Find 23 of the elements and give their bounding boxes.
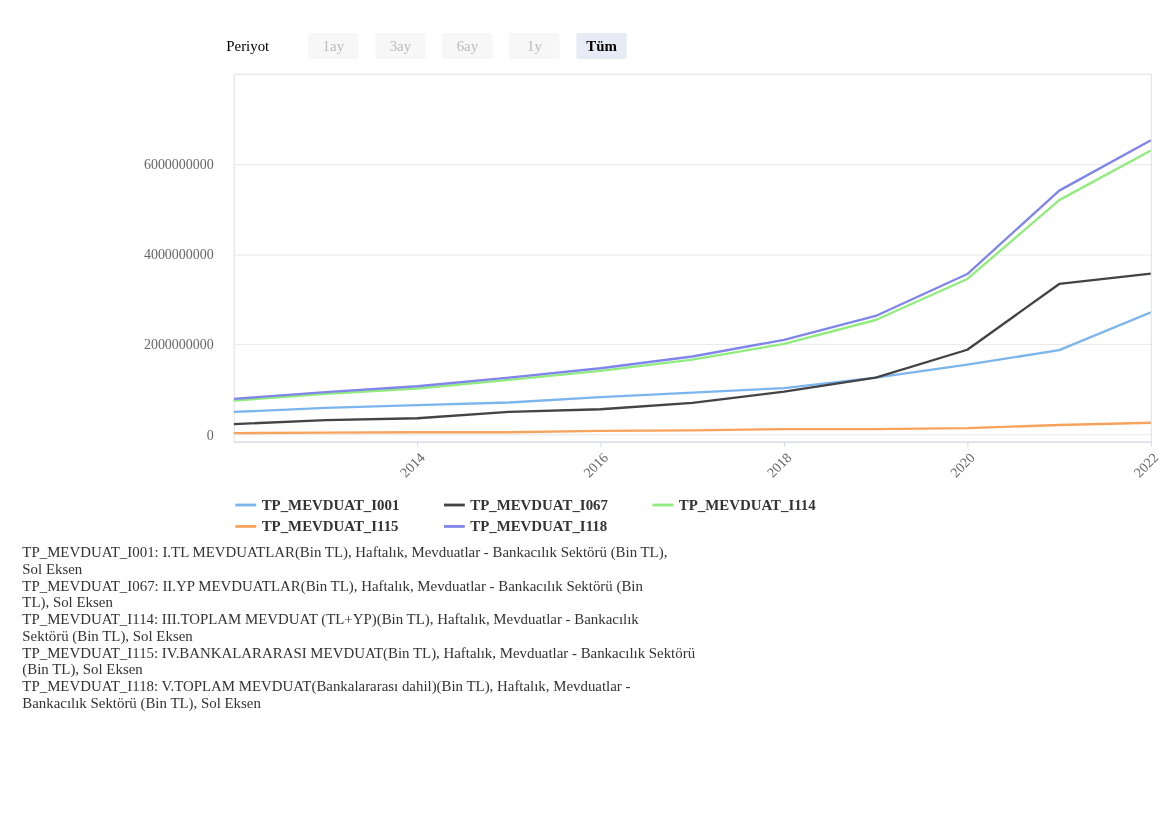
y-tick-label: 2000000000 bbox=[143, 337, 214, 353]
text: TP_MEVDUAT_I114: III.TOPLAM MEVDUAT (TL+YP)(Bin TL), Haftalık, Mevduatlar - Bankacılık Sektörü (Bin TL), Sol Eksen bbox=[22, 611, 640, 645]
text: TP_MEVDUAT_I115: IV.BANKALARARASI MEVDUAT(Bin TL), Haftalık, Mevduatlar - Bankacılık Sektörü (Bin TL), Sol Eksen bbox=[22, 644, 696, 679]
text: 3ay bbox=[389, 37, 412, 54]
legend-label: TP_MEVDUAT_I067 bbox=[470, 496, 609, 513]
y-tick-label: 4000000000 bbox=[143, 247, 214, 263]
legend-label: TP_MEVDUAT_I114 bbox=[678, 496, 817, 513]
line-series bbox=[233, 311, 1151, 414]
y-tick-label: 0 bbox=[206, 427, 214, 443]
legend-label: TP_MEVDUAT_I118 bbox=[470, 518, 608, 535]
text: 6ay bbox=[456, 37, 479, 54]
legend-label: TP_MEVDUAT_I115 bbox=[261, 518, 399, 535]
text: 1ay bbox=[322, 37, 345, 54]
line-series bbox=[233, 272, 1151, 426]
line-series bbox=[233, 421, 1151, 435]
text: TP_MEVDUAT_I067: II.YP MEVDUATLAR(Bin TL), Haftalık, Mevduatlar - Bankacılık Sektörü (Bin TL), Sol Eksen bbox=[22, 577, 644, 612]
y-tick-label: 6000000000 bbox=[143, 157, 214, 173]
text: 1y bbox=[527, 37, 543, 54]
text: Tüm bbox=[586, 37, 618, 54]
text: Periyot bbox=[226, 37, 271, 54]
legend-label: TP_MEVDUAT_I001 bbox=[261, 496, 400, 513]
text: TP_MEVDUAT_I001: I.TL MEVDUATLAR(Bin TL), Haftalık, Mevduatlar - Bankacılık Sektörü (Bin TL), Sol Eksen bbox=[22, 544, 668, 577]
text: TP_MEVDUAT_I118: V.TOPLAM MEVDUAT(Bankalararası dahil)(Bin TL), Haftalık, Mevduatlar - Bankacılık Sektörü (Bin TL), Sol Eksen bbox=[22, 678, 631, 712]
